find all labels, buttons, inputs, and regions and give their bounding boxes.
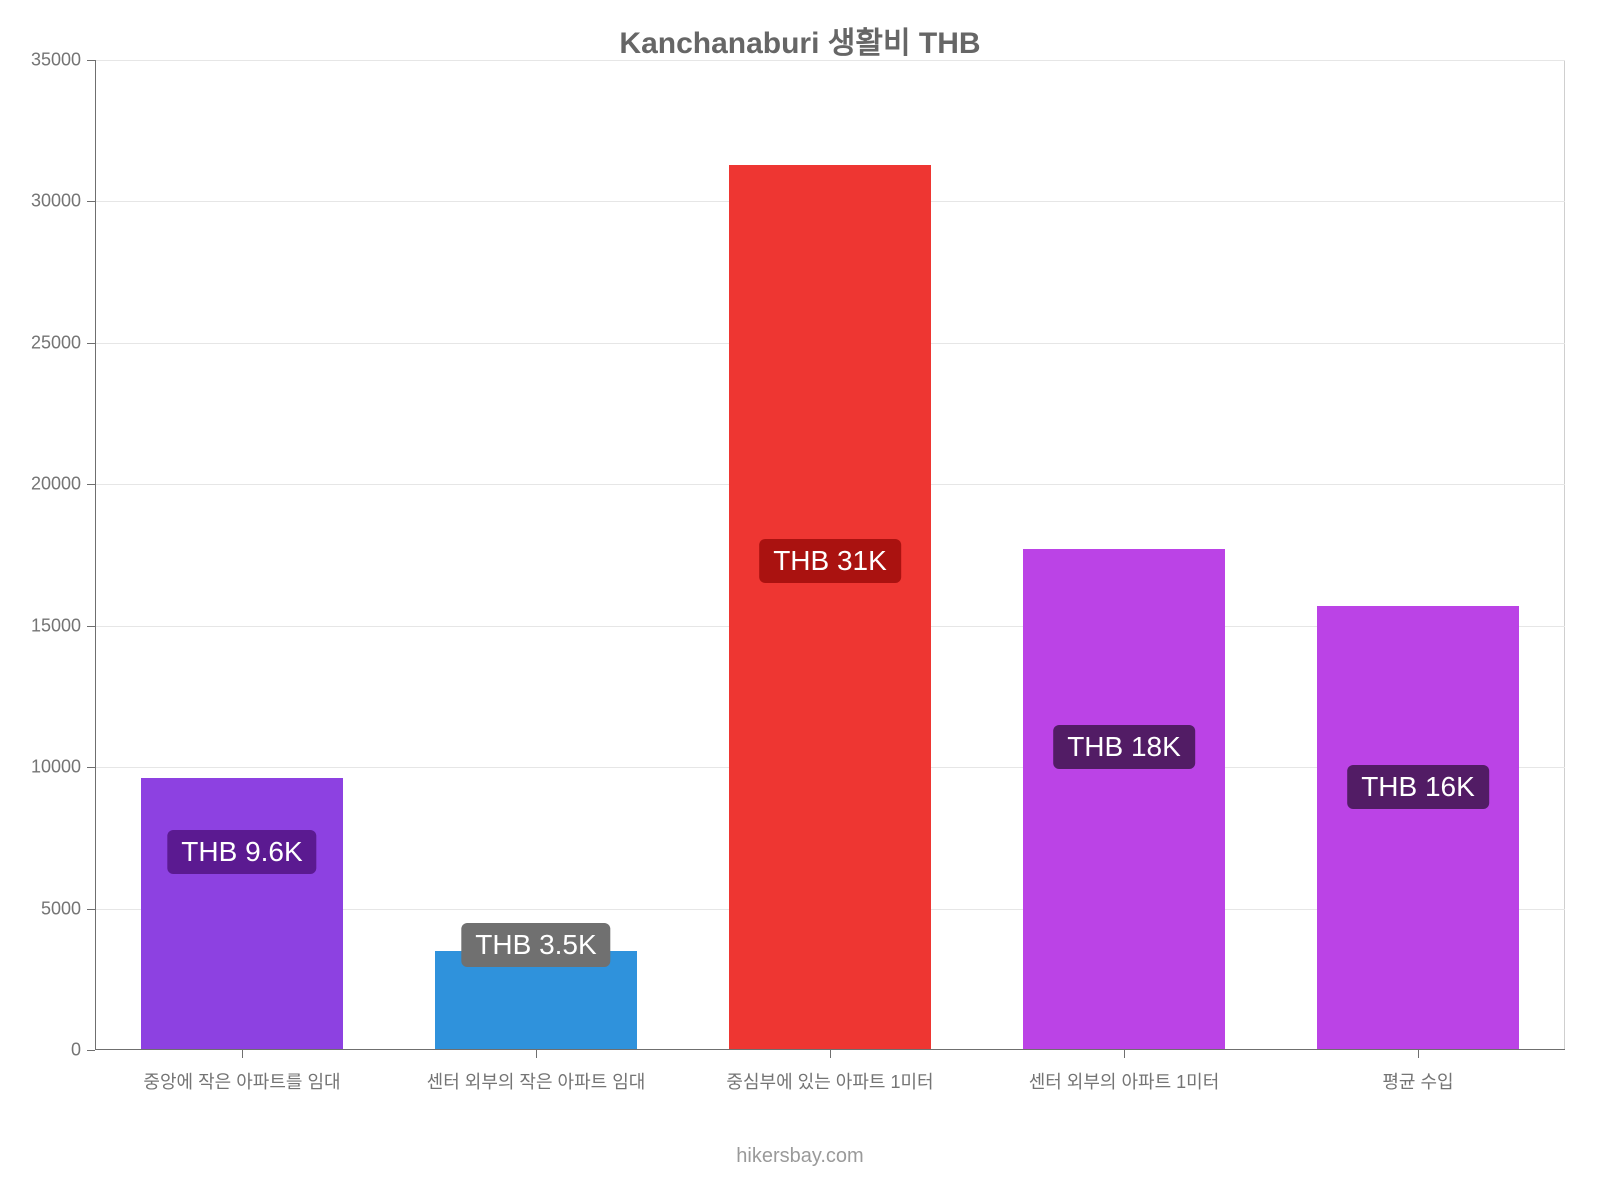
y-tick-label: 35000	[31, 50, 81, 71]
x-tick-mark	[1418, 1050, 1419, 1058]
bar-value-label: THB 16K	[1347, 765, 1489, 809]
y-tick-mark	[87, 909, 95, 910]
bar	[1317, 606, 1520, 1050]
y-tick-mark	[87, 343, 95, 344]
bars-group: THB 9.6K THB 3.5K THB 31K THB 18K THB 16K	[95, 60, 1565, 1050]
bar-value-label: THB 3.5K	[461, 923, 610, 967]
x-tick-label: 중앙에 작은 아파트를 임대	[143, 1068, 340, 1094]
x-tick-label: 중심부에 있는 아파트 1미터	[726, 1068, 933, 1094]
bar	[141, 778, 344, 1050]
x-tick-mark	[1124, 1050, 1125, 1058]
x-tick-label: 센터 외부의 작은 아파트 임대	[427, 1068, 646, 1094]
bar-value-label: THB 31K	[759, 539, 901, 583]
y-tick-label: 25000	[31, 332, 81, 353]
y-tick-mark	[87, 767, 95, 768]
y-tick-label: 30000	[31, 191, 81, 212]
x-tick-label: 평균 수입	[1382, 1068, 1453, 1094]
y-tick-mark	[87, 60, 95, 61]
footer-text: hikersbay.com	[0, 1145, 1600, 1168]
bar-value-label: THB 18K	[1053, 725, 1195, 769]
plot-area: THB 9.6K THB 3.5K THB 31K THB 18K THB 16K	[95, 60, 1565, 1050]
y-tick-mark	[87, 484, 95, 485]
y-tick-label: 15000	[31, 615, 81, 636]
bar	[1023, 549, 1226, 1050]
x-tick-mark	[830, 1050, 831, 1058]
x-tick-mark	[242, 1050, 243, 1058]
y-tick-label: 10000	[31, 757, 81, 778]
y-tick-mark	[87, 201, 95, 202]
y-tick-label: 5000	[41, 898, 81, 919]
x-tick-mark	[536, 1050, 537, 1058]
y-tick-label: 20000	[31, 474, 81, 495]
y-axis-line	[95, 60, 96, 1050]
y-tick-mark	[87, 1050, 95, 1051]
chart-container: Kanchanaburi 생활비 THB THB 9.6KTHB 3.5KTHB…	[0, 0, 1600, 1200]
chart-title: Kanchanaburi 생활비 THB	[0, 18, 1600, 62]
bar	[729, 165, 932, 1050]
y-tick-mark	[87, 626, 95, 627]
y-tick-label: 0	[71, 1040, 81, 1061]
x-tick-label: 센터 외부의 아파트 1미터	[1029, 1068, 1220, 1094]
bar-value-label: THB 9.6K	[167, 830, 316, 874]
